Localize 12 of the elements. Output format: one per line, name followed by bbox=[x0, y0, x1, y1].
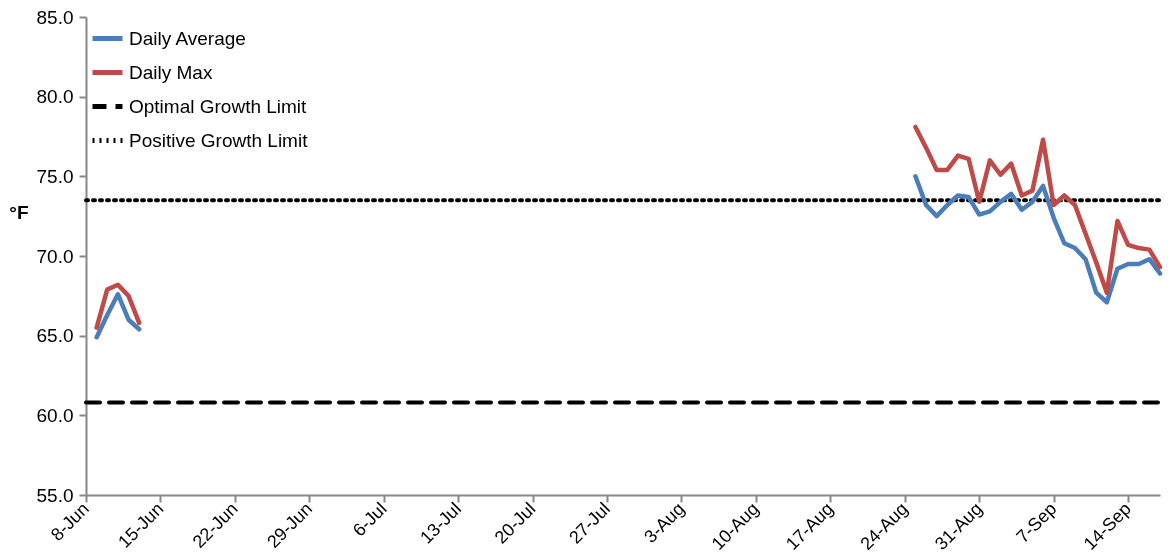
y-tick-label: 65.0 bbox=[36, 325, 74, 347]
y-tick-label: 60.0 bbox=[36, 404, 74, 426]
legend-label: Optimal Growth Limit bbox=[129, 95, 308, 117]
legend-label: Daily Max bbox=[129, 61, 213, 83]
legend-label: Positive Growth Limit bbox=[129, 129, 309, 151]
y-tick-label: 55.0 bbox=[36, 484, 74, 506]
y-tick-label: 75.0 bbox=[36, 165, 74, 187]
y-tick-label: 80.0 bbox=[36, 86, 74, 108]
y-tick-label: 70.0 bbox=[36, 245, 74, 267]
legend-label: Daily Average bbox=[129, 27, 246, 49]
y-tick-label: 85.0 bbox=[36, 6, 74, 28]
y-axis-title: °F bbox=[9, 201, 29, 223]
